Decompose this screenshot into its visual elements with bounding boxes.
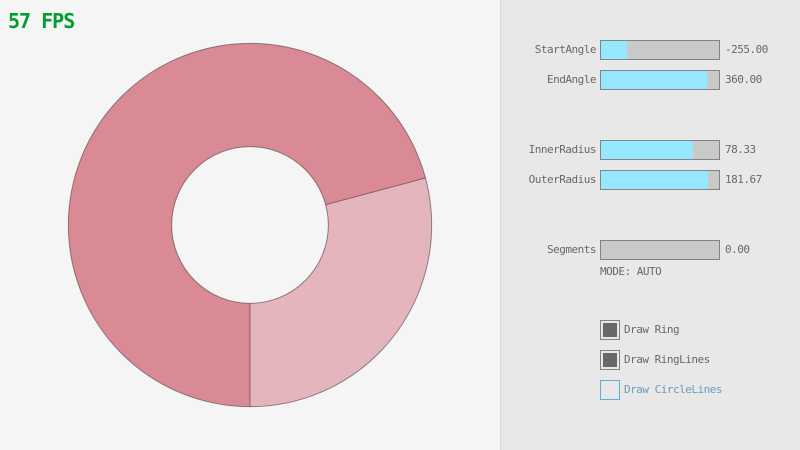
inner-radius-label: InnerRadius [528, 143, 597, 156]
ring-shape-canvas [67, 42, 433, 408]
slider-row-segments: Segments 0.00 [500, 240, 800, 260]
draw-circlelines-label: Draw CircleLines [624, 383, 722, 396]
start-angle-label: StartAngle [534, 43, 597, 56]
start-angle-slider[interactable] [600, 40, 720, 60]
checkbox-row-draw-ringlines: Draw RingLines [600, 350, 800, 370]
draw-ring-checkbox[interactable] [600, 320, 620, 340]
end-angle-value: 360.00 [725, 73, 762, 86]
start-angle-slider-fill [601, 41, 627, 59]
outer-radius-slider-fill [601, 171, 709, 189]
end-angle-slider[interactable] [600, 70, 720, 90]
outer-radius-value: 181.67 [725, 173, 762, 186]
outer-radius-slider[interactable] [600, 170, 720, 190]
draw-ring-label: Draw Ring [624, 323, 680, 336]
inner-radius-value: 78.33 [725, 143, 756, 156]
checkbox-check-icon [603, 383, 617, 397]
checkbox-check-icon [603, 353, 617, 367]
end-angle-label: EndAngle [547, 73, 596, 86]
checkbox-row-draw-ring: Draw Ring [600, 320, 800, 340]
ring-outer-outline [67, 42, 433, 408]
segments-slider[interactable] [600, 240, 720, 260]
draw-ringlines-checkbox[interactable] [600, 350, 620, 370]
slider-row-start-angle: StartAngle -255.00 [500, 40, 800, 60]
checkbox-check-icon [603, 323, 617, 337]
slider-row-outer-radius: OuterRadius 181.67 [500, 170, 800, 190]
segments-mode-text: MODE: AUTO [600, 265, 662, 278]
fps-counter: 57 FPS [8, 9, 75, 33]
segments-label: Segments [547, 243, 596, 256]
ring-start-angle-line [325, 177, 426, 206]
slider-row-inner-radius: InnerRadius 78.33 [500, 140, 800, 160]
slider-row-end-angle: EndAngle 360.00 [500, 70, 800, 90]
inner-radius-slider[interactable] [600, 140, 720, 160]
start-angle-value: -255.00 [725, 43, 768, 56]
checkbox-row-draw-circlelines: Draw CircleLines [600, 380, 800, 400]
outer-radius-label: OuterRadius [528, 173, 597, 186]
ring-single-pass-region [250, 177, 432, 407]
ring-inner-outline [171, 146, 329, 304]
draw-circlelines-checkbox[interactable] [600, 380, 620, 400]
segments-value: 0.00 [725, 243, 750, 256]
draw-ringlines-label: Draw RingLines [624, 353, 710, 366]
inner-radius-slider-fill [601, 141, 694, 159]
end-angle-slider-fill [601, 71, 708, 89]
